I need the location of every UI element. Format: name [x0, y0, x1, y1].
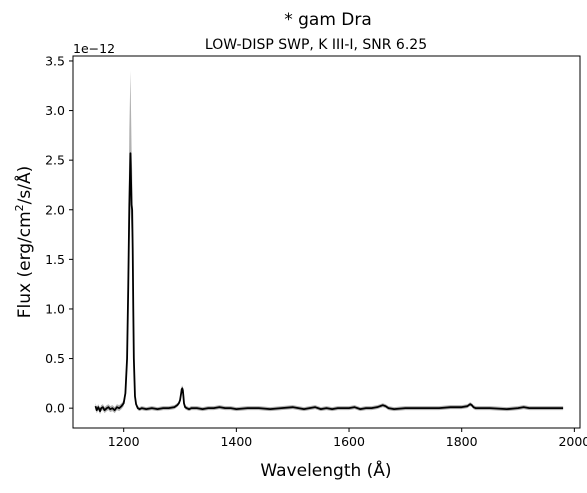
y-axis-label-main: Flux (erg/cm	[15, 211, 35, 318]
y-tick-label: 3.0	[45, 103, 65, 118]
flux-uncertainty-band	[95, 70, 564, 415]
x-axis-label: Wavelength (Å)	[260, 459, 391, 481]
y-tick-label: 1.0	[45, 301, 65, 316]
x-tick-label: 1400	[220, 434, 252, 449]
y-axis-ticks: 0.0 0.5 1.0 1.5 2.0 2.5 3.0 3.5	[45, 53, 73, 416]
chart-title: * gam Dra	[284, 10, 372, 30]
y-tick-label: 0.0	[45, 401, 65, 416]
y-axis-label-sup: 2	[13, 204, 26, 211]
y-tick-label: 2.5	[45, 153, 65, 168]
x-tick-label: 2000	[558, 434, 587, 449]
x-tick-label: 1600	[333, 434, 365, 449]
y-tick-label: 0.5	[45, 351, 65, 366]
flux-series-line	[94, 152, 564, 413]
x-tick-label: 1200	[108, 434, 140, 449]
x-axis-ticks: 1200 1400 1600 1800 2000	[108, 428, 587, 449]
y-axis-label-tail: /s/Å)	[13, 166, 35, 205]
y-offset-label: 1e−12	[73, 41, 115, 56]
y-tick-label: 1.5	[45, 252, 65, 267]
plot-area	[94, 70, 564, 415]
x-tick-label: 1800	[446, 434, 478, 449]
axes-frame	[72, 55, 581, 429]
uncertainty-band-layer	[95, 70, 564, 415]
y-axis-label: Flux (erg/cm2/s/Å)	[13, 166, 35, 319]
chart-subtitle: LOW-DISP SWP, K III-I, SNR 6.25	[205, 37, 427, 53]
spectrum-line-layer	[94, 152, 564, 413]
y-tick-label: 3.5	[45, 53, 65, 68]
y-tick-label: 2.0	[45, 202, 65, 217]
